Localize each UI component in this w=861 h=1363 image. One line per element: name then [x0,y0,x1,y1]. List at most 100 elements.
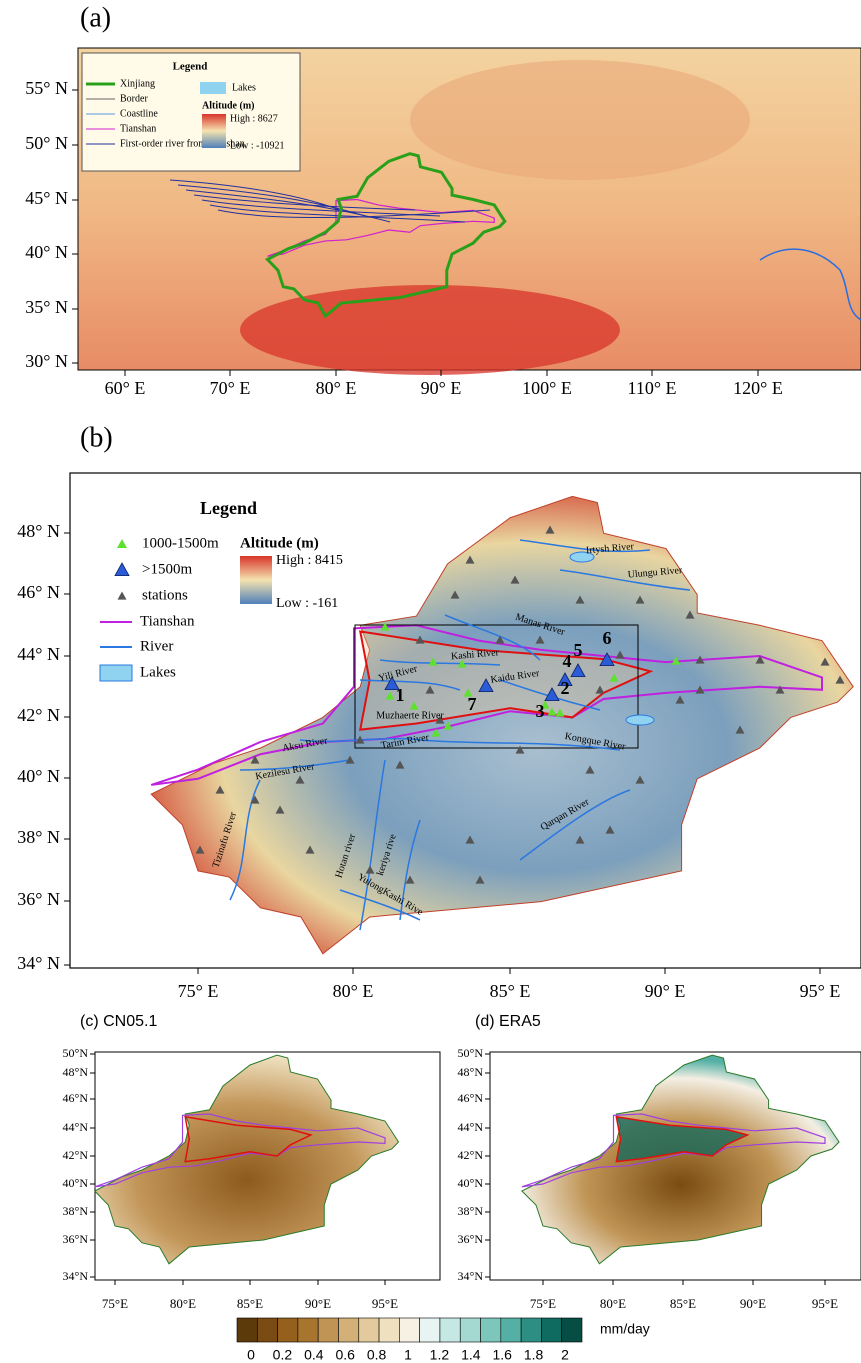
colorbar-swatch [318,1318,338,1342]
figure: (a) Legend Xinjiang Border Coastline Tianshan… [0,0,861,1363]
y-tick-label: 48°N [458,1065,484,1079]
colorbar-swatch [501,1318,521,1342]
legend-item: Coastline [120,108,158,119]
colorbar-label: 0.8 [367,1347,387,1363]
y-tick-label: 55° N [25,78,68,98]
colorbar-unit: mm/day [600,1321,650,1337]
y-tick-label: 36°N [458,1232,484,1246]
y-tick-label: 42° N [17,705,60,725]
y-tick-label: 34° N [17,953,60,973]
y-tick-label: 42°N [458,1148,484,1162]
legend-subtitle: Altitude (m) [240,535,319,551]
panel-title: (d) ERA5 [475,1013,541,1030]
y-tick-label: 38°N [458,1204,484,1218]
y-tick-label: 46°N [63,1091,89,1105]
panel-title: (c) CN05.1 [80,1013,157,1030]
x-tick-label: 85°E [237,1296,263,1311]
legend-symbol [200,82,226,94]
legend-low: Low : -161 [276,596,338,611]
colorbar-swatch [237,1318,257,1342]
legend-item: stations [142,587,188,603]
legend-high: High : 8415 [276,553,343,568]
legend-item: Tianshan [140,613,195,629]
x-tick-label: 90°E [740,1296,766,1311]
x-tick-label: 60° E [105,378,146,398]
y-tick-label: 35° N [25,297,68,317]
lake [626,715,654,725]
colorbar-label: 1.2 [430,1347,450,1363]
colorbar-swatch [278,1318,298,1342]
x-tick-label: 110° E [627,378,676,398]
x-tick-label: 75°E [530,1296,556,1311]
legend-low: Low : -10921 [230,140,284,151]
y-tick-label: 44° N [17,644,60,664]
y-tick-label: 44°N [63,1120,89,1134]
x-tick-label: 100° E [522,378,572,398]
colorbar-swatch [420,1318,440,1342]
y-tick-label: 50°N [458,1046,484,1060]
x-tick-label: 80° E [316,378,357,398]
legend-subtitle: Altitude (m) [202,100,255,111]
colorbar-label: 1 [404,1347,412,1363]
colorbar-swatch [399,1318,419,1342]
legend-item: Lakes [232,82,256,93]
x-tick-label: 75° E [178,981,219,1001]
y-tick-label: 48° N [17,521,60,541]
station-number: 1 [396,685,405,705]
station-number: 2 [561,678,570,698]
station-number: 7 [468,694,477,714]
x-tick-label: 95°E [372,1296,398,1311]
x-tick-label: 70° E [210,378,251,398]
y-tick-label: 40°N [458,1176,484,1190]
y-tick-label: 40° N [25,242,68,262]
y-tick-label: 38° N [17,827,60,847]
y-tick-label: 34°N [63,1269,89,1283]
y-tick-label: 34°N [458,1269,484,1283]
y-tick-label: 45° N [25,188,68,208]
y-tick-label: 44°N [458,1120,484,1134]
legend-title: Legend [173,61,208,73]
legend-item: Border [120,93,148,104]
x-tick-label: 120° E [733,378,783,398]
x-tick-label: 75°E [102,1296,128,1311]
colorbar-label: 0 [247,1347,255,1363]
y-tick-label: 38°N [63,1204,89,1218]
legend-title: Legend [200,498,257,518]
colorbar-swatch [481,1318,501,1342]
legend-high: High : 8627 [230,113,278,124]
colorbar-label: 1.6 [492,1347,512,1363]
station-number: 3 [536,701,545,721]
colorbar-swatch [562,1318,582,1342]
y-tick-label: 30° N [25,351,68,371]
legend-item: >1500m [142,561,192,577]
y-tick-label: 48°N [63,1065,89,1079]
legend-item: Lakes [140,664,176,680]
station-number: 6 [603,628,612,648]
station-number: 5 [574,640,583,660]
y-tick-label: 46°N [458,1091,484,1105]
y-tick-label: 46° N [17,582,60,602]
colorbar-label: 0.2 [273,1347,293,1363]
panel-label: (b) [80,422,113,453]
panel-label: (a) [80,2,111,33]
x-tick-label: 95° E [800,981,841,1001]
x-tick-label: 85° E [490,981,531,1001]
x-tick-label: 90° E [645,981,686,1001]
x-tick-label: 90°E [305,1296,331,1311]
x-tick-label: 90° E [421,378,462,398]
mongolia [410,60,750,180]
colorbar-swatch [359,1318,379,1342]
y-tick-label: 36° N [17,889,60,909]
colorbar-label: 0.6 [335,1347,355,1363]
x-tick-label: 85°E [670,1296,696,1311]
colorbar-swatch [257,1318,277,1342]
colorbar-swatch [440,1318,460,1342]
colorbar-label: 0.4 [304,1347,324,1363]
colorbar-swatch [338,1318,358,1342]
legend-item: 1000-1500m [142,535,219,551]
y-tick-label: 40°N [63,1176,89,1190]
x-tick-label: 80°E [170,1296,196,1311]
legend-item: Xinjiang [120,78,155,89]
river-label: Muzhaerte River [376,710,444,721]
legend-symbol [100,665,132,681]
